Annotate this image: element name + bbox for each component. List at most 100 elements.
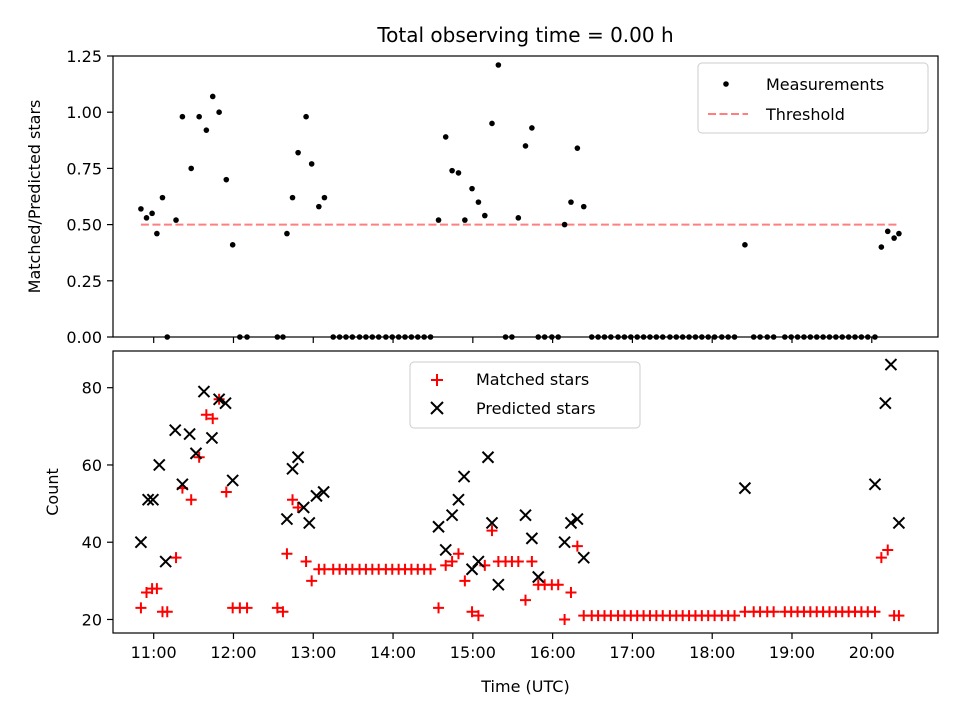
bottom-xtick-label: 15:00 <box>450 643 496 662</box>
predicted-star-point <box>564 516 578 530</box>
measurement-point <box>289 194 296 201</box>
matched-star-point <box>306 575 318 587</box>
matched-star-point <box>200 409 212 421</box>
predicted-star-point <box>189 447 203 460</box>
measurement-point <box>308 161 315 167</box>
top-legend: Measurements Threshold <box>697 62 929 134</box>
bottom-legend-box <box>409 361 641 429</box>
bottom-xtick-label: 16:00 <box>530 643 576 662</box>
measurement-point <box>891 235 897 241</box>
predicted-star-point <box>577 551 590 564</box>
measurement-point <box>216 109 222 115</box>
measurement-point <box>482 212 488 219</box>
predicted-star-point <box>868 478 882 491</box>
measurement-point <box>462 217 468 223</box>
measurement-point <box>284 230 290 237</box>
predicted-star-point <box>525 532 539 545</box>
matched-star-point <box>425 563 437 575</box>
predicted-star-point <box>492 578 505 591</box>
legend-measurements-marker <box>723 81 729 87</box>
matched-star-point <box>512 556 524 568</box>
matched-star-point <box>893 610 905 622</box>
measurement-point <box>561 221 568 228</box>
predicted-star-point <box>183 427 196 441</box>
predicted-star-point <box>153 458 166 472</box>
plot-bottom: 20 40 60 80 11:00 12:00 13:00 14:00 15:00 16:00 17… <box>43 350 939 696</box>
predicted-star-point <box>439 543 452 557</box>
matched-star-point <box>141 586 153 598</box>
predicted-star-point <box>176 478 189 491</box>
predicted-star-point <box>169 423 182 437</box>
predicted-star-point <box>134 536 148 549</box>
measurement-point <box>495 62 502 68</box>
predicted-star-point <box>141 493 155 506</box>
top-ytick-label: 0.50 <box>66 216 102 235</box>
predicted-star-point <box>879 396 892 410</box>
measurement-point <box>321 194 328 201</box>
legend-matched-label: Matched stars <box>476 370 589 389</box>
measurement-point <box>469 185 475 192</box>
predicted-star-point <box>159 555 172 568</box>
matched-star-point <box>768 606 780 618</box>
matched-star-point <box>869 606 881 618</box>
matched-star-point <box>440 559 452 571</box>
matched-star-point <box>452 548 464 560</box>
predicted-star-point <box>445 508 459 522</box>
predicted-star-point <box>558 536 571 549</box>
measurement-point <box>475 199 482 205</box>
measurement-point <box>442 134 449 140</box>
bottom-ytick-label: 60 <box>82 456 102 475</box>
matched-star-point <box>161 606 173 618</box>
legend-threshold-label: Threshold <box>765 105 845 124</box>
predicted-star-point <box>532 570 545 584</box>
predicted-star-point <box>892 516 906 530</box>
predicted-star-point <box>738 481 752 495</box>
predicted-star-point <box>291 451 305 464</box>
measurement-point <box>149 210 155 217</box>
matched-star-point <box>552 579 564 591</box>
matched-star-point <box>433 602 445 614</box>
bottom-legend: Matched stars Predicted stars <box>409 361 641 429</box>
measurement-point <box>196 113 202 120</box>
measurement-point <box>515 215 522 221</box>
measurement-point <box>143 215 150 221</box>
matched-star-point <box>135 602 147 614</box>
matched-star-point <box>526 556 538 568</box>
measurement-point <box>229 242 236 248</box>
bottom-xtick-label: 12:00 <box>210 643 256 662</box>
measurement-point <box>435 217 442 223</box>
predicted-star-point <box>226 474 239 487</box>
matched-star-point <box>571 540 583 552</box>
matched-star-point <box>170 552 182 564</box>
bottom-xtick-label: 13:00 <box>290 643 336 662</box>
matched-star-point <box>729 610 741 622</box>
bottom-xtick-label: 20:00 <box>849 643 895 662</box>
predicted-star-point <box>197 385 211 398</box>
legend-predicted-marker <box>430 401 444 415</box>
bottom-ytick-label: 40 <box>82 533 102 552</box>
matched-star-point <box>446 556 458 568</box>
matched-star-point <box>271 602 283 614</box>
measurement-point <box>203 127 210 133</box>
matched-star-point <box>151 583 163 595</box>
matched-star-point <box>459 575 471 587</box>
matched-star-point <box>277 606 289 618</box>
top-ytick-label: 0.75 <box>66 159 102 178</box>
measurement-point <box>303 113 309 120</box>
predicted-star-point <box>297 501 310 514</box>
top-ylabel: Matched/Predicted stars <box>25 100 44 294</box>
top-ytick-label: 1.25 <box>66 47 102 66</box>
measurement-point <box>179 113 186 120</box>
predicted-star-point <box>303 516 316 530</box>
bottom-ylabel: Count <box>43 468 62 516</box>
matched-star-point <box>300 556 312 568</box>
measurement-point <box>896 230 902 237</box>
bottom-ytick-label: 80 <box>82 379 102 398</box>
measurement-point <box>154 230 160 237</box>
bottom-ytick-label: 20 <box>82 610 102 629</box>
matched-star-point <box>565 586 577 598</box>
measurement-point <box>489 120 495 127</box>
predicted-star-point <box>571 512 584 526</box>
top-ytick-label: 0.25 <box>66 272 102 291</box>
chart-title: Total observing time = 0.00 h <box>376 23 673 47</box>
